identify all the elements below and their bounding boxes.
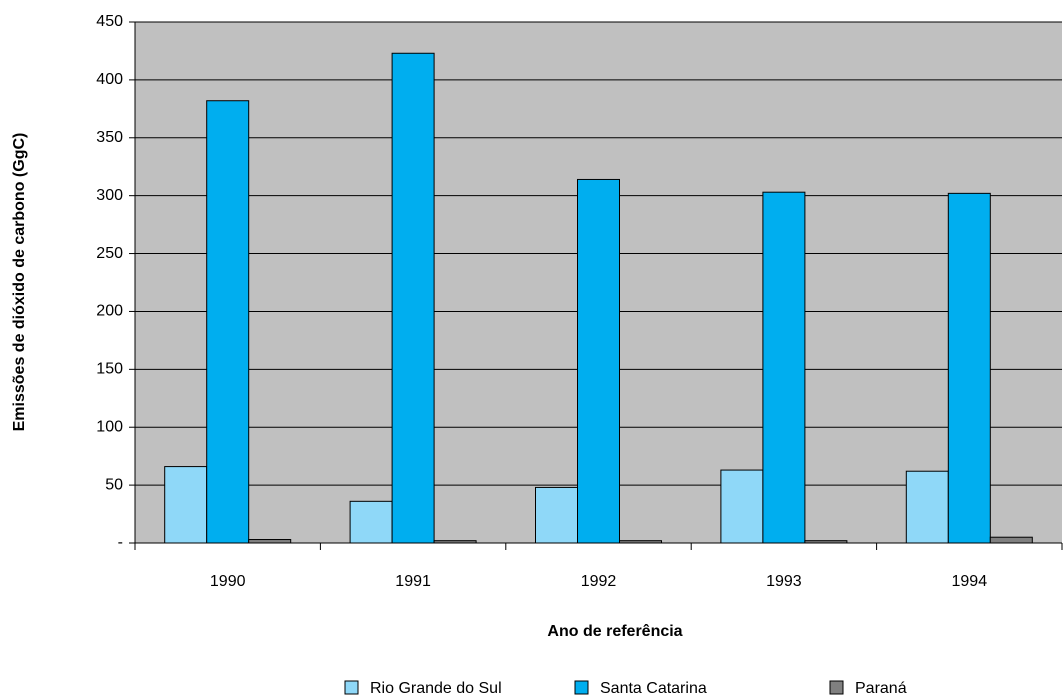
legend-label: Santa Catarina xyxy=(600,680,707,697)
legend-label: Rio Grande do Sul xyxy=(370,680,502,697)
y-axis-label: Emissões de dióxido de carbono (GgC) xyxy=(11,133,28,432)
y-tick-label: 350 xyxy=(96,129,123,146)
bar xyxy=(535,486,578,544)
x-tick-label: 1990 xyxy=(210,573,246,590)
bar xyxy=(206,100,250,544)
bar xyxy=(433,540,477,544)
y-tick-label: 150 xyxy=(96,361,123,378)
bar xyxy=(164,466,208,544)
x-tick-label: 1993 xyxy=(766,573,802,590)
y-tick-label: - xyxy=(118,534,123,551)
y-tick-label: 200 xyxy=(96,303,123,320)
legend-swatch xyxy=(829,680,844,695)
x-tick-label: 1994 xyxy=(952,573,988,590)
y-tick-label: 400 xyxy=(96,71,123,88)
bar xyxy=(577,178,620,544)
bar xyxy=(248,539,292,544)
legend-swatch xyxy=(574,680,589,695)
bar xyxy=(947,192,991,544)
bar xyxy=(349,500,393,544)
legend-swatch xyxy=(344,680,359,695)
bar xyxy=(804,540,848,544)
bar xyxy=(391,52,435,544)
y-tick-label: 250 xyxy=(96,245,123,262)
bar xyxy=(762,191,806,544)
x-tick-label: 1992 xyxy=(581,573,617,590)
bar xyxy=(720,469,764,544)
bar xyxy=(989,536,1033,544)
x-axis-label: Ano de referência xyxy=(547,623,682,640)
y-tick-label: 100 xyxy=(96,418,123,435)
y-tick-label: 450 xyxy=(96,13,123,30)
y-tick-label: 50 xyxy=(105,476,123,493)
bar xyxy=(619,540,662,544)
bar xyxy=(905,470,949,544)
y-tick-label: 300 xyxy=(96,187,123,204)
legend-label: Paraná xyxy=(855,680,907,697)
x-tick-label: 1991 xyxy=(395,573,431,590)
